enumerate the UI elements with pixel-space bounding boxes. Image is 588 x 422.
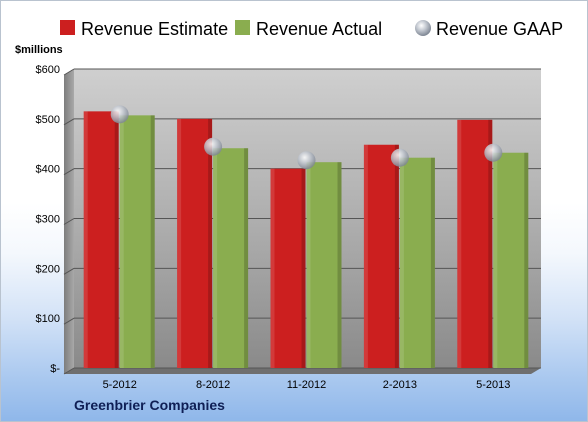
gridline-wall [63, 168, 75, 176]
legend-label: Revenue Estimate [81, 19, 228, 39]
y-tick-label: $600 [36, 64, 60, 76]
gridline-wall [63, 68, 75, 76]
plot-area: $- $100 $200 $300 $400 $500 $600 5-2012 8-2012 11… [36, 64, 541, 391]
legend: Revenue Estimate Revenue Actual Revenue GA… [60, 19, 563, 39]
y-tick-label: $300 [36, 214, 60, 226]
x-tick-label: 2-2013 [383, 379, 417, 391]
gridline-wall [63, 218, 75, 225]
y-tick-label: $500 [36, 114, 60, 126]
bar-revenue-actual [306, 162, 342, 368]
y-tick-label: $400 [36, 164, 60, 176]
bar-revenue-estimate [177, 118, 213, 368]
plot-floor [64, 368, 541, 374]
x-tick-label: 11-2012 [287, 379, 327, 391]
bar-revenue-actual [493, 152, 529, 368]
bar-revenue-estimate [363, 144, 399, 368]
bar-revenue-estimate [270, 168, 306, 368]
marker-revenue-gaap [204, 137, 223, 156]
bar-revenue-estimate [457, 119, 493, 368]
legend-item: Revenue Estimate [60, 19, 228, 39]
legend-item: Revenue GAAP [415, 19, 563, 39]
bar-revenue-actual [213, 148, 249, 368]
gridline-wall [63, 317, 75, 325]
gridline-wall [63, 367, 75, 375]
y-tick-label: $100 [36, 313, 60, 325]
marker-revenue-gaap [110, 105, 129, 124]
legend-swatch [60, 20, 75, 35]
x-tick-label: 5-2012 [103, 379, 137, 391]
bar-revenue-actual [399, 157, 435, 368]
gridline-wall [63, 267, 75, 275]
legend-label: Revenue Actual [256, 19, 382, 39]
bar-revenue-actual [119, 115, 155, 368]
gridline-wall [63, 118, 75, 126]
y-tick-label: $- [50, 363, 60, 375]
legend-swatch [235, 20, 250, 35]
x-tick-label: 8-2012 [196, 379, 230, 391]
marker-revenue-gaap [390, 148, 409, 167]
legend-item: Revenue Actual [235, 19, 382, 39]
bar-revenue-estimate [83, 111, 119, 368]
marker-revenue-gaap [484, 143, 503, 162]
legend-label: Revenue GAAP [436, 19, 563, 39]
x-tick-label: 5-2013 [476, 379, 510, 391]
company-name: Greenbrier Companies [74, 397, 225, 413]
marker-revenue-gaap [297, 151, 316, 170]
y-tick-label: $200 [36, 263, 60, 275]
legend-marker [415, 20, 431, 36]
y-unit-label: $millions [15, 44, 63, 56]
